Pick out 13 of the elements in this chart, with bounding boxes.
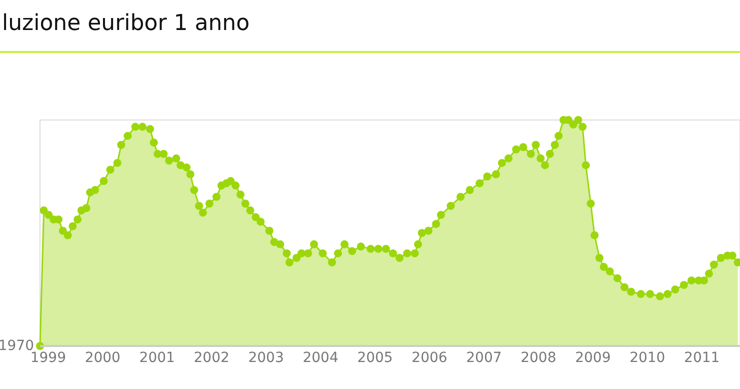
x-tick-label: 2006 <box>412 350 448 366</box>
x-tick-label: 2008 <box>520 350 556 366</box>
x-tick-label: 2001 <box>139 350 175 366</box>
x-tick-label: 2009 <box>575 350 611 366</box>
x-tick-label: 2004 <box>302 350 338 366</box>
x-tick-label: 2011 <box>684 350 720 366</box>
x-tick-label: 2007 <box>466 350 502 366</box>
x-tick-label: 2005 <box>357 350 393 366</box>
x-tick-label: 2003 <box>248 350 284 366</box>
x-tick-label: 2002 <box>194 350 230 366</box>
chart-title: luzione euribor 1 anno <box>2 11 250 36</box>
x-tick-label: 2000 <box>84 350 120 366</box>
x-tick-label: 2010 <box>630 350 666 366</box>
